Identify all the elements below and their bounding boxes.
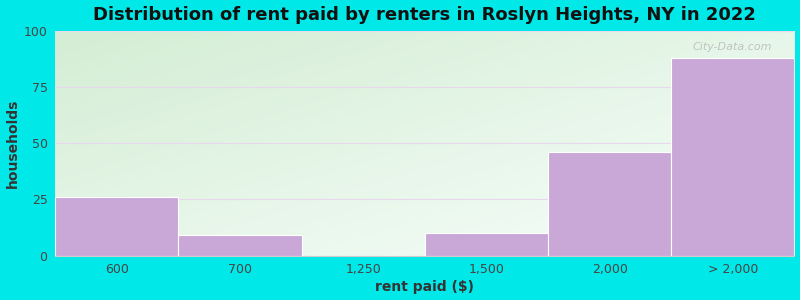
Bar [55, 197, 178, 256]
Bar [548, 152, 671, 256]
Bar [425, 233, 548, 256]
Title: Distribution of rent paid by renters in Roslyn Heights, NY in 2022: Distribution of rent paid by renters in … [94, 6, 756, 24]
Text: City-Data.com: City-Data.com [693, 42, 772, 52]
Y-axis label: households: households [6, 98, 19, 188]
Bar [178, 236, 302, 256]
Bar [671, 58, 794, 256]
X-axis label: rent paid ($): rent paid ($) [375, 280, 474, 294]
